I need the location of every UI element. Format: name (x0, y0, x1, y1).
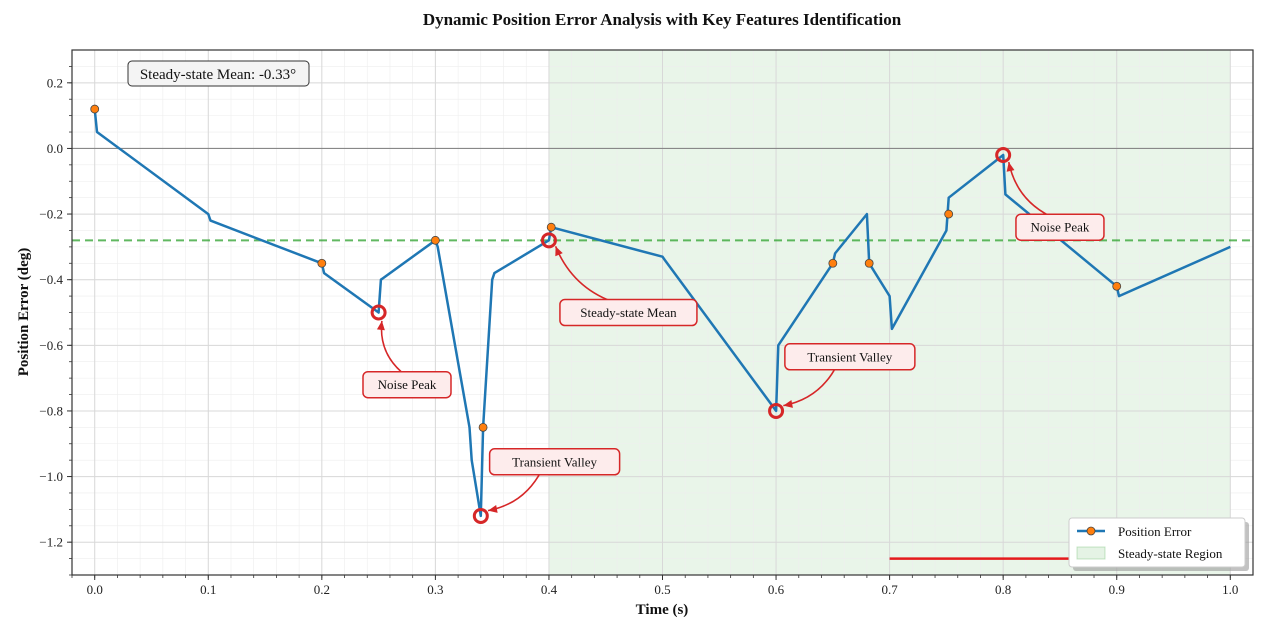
annotation-arrowhead (376, 320, 385, 331)
x-tick-label: 0.0 (87, 582, 103, 597)
legend-entry-steady-state: Steady-state Region (1118, 546, 1223, 561)
legend-entry-position-error: Position Error (1118, 524, 1192, 539)
data-point-marker (317, 258, 327, 268)
annotation: Steady-state Mean (540, 232, 698, 327)
annotation-label: Noise Peak (378, 377, 437, 392)
data-point-marker (478, 422, 488, 432)
y-axis-label: Position Error (deg) (16, 248, 32, 377)
x-tick-label: 0.9 (1109, 582, 1125, 597)
annotation-arrowhead (783, 399, 793, 408)
y-tick-label: −0.8 (39, 403, 63, 418)
info-box-text: Steady-state Mean: -0.33° (140, 67, 296, 83)
annotation-arrowhead (555, 246, 563, 257)
annotation-label-box (488, 448, 621, 476)
y-tick-label: −0.6 (39, 338, 63, 353)
data-point-marker (90, 104, 100, 114)
data-point-marker (864, 258, 874, 268)
y-tick-label: −0.2 (39, 207, 63, 222)
legend: Position Error Steady-state Region (1068, 517, 1249, 571)
x-tick-label: 0.3 (427, 582, 443, 597)
annotation-label-box (362, 370, 452, 399)
annotation-highlight-circle (995, 147, 1012, 163)
annotation-label: Transient Valley (807, 349, 892, 364)
annotation-highlight-circle (768, 402, 785, 419)
annotation-arrowhead (1006, 162, 1015, 172)
annotation: Transient Valley (472, 448, 621, 524)
y-tick-label: 0.2 (47, 75, 63, 90)
annotation: Noise Peak (362, 304, 452, 399)
annotation-label: Steady-state Mean (580, 305, 677, 320)
data-point-marker (1112, 281, 1122, 291)
annotation-label: Transient Valley (512, 454, 597, 469)
y-tick-label: −0.4 (39, 272, 63, 287)
steady-state-mean-info: Steady-state Mean: -0.33° (127, 60, 310, 87)
x-axis-label: Time (s) (636, 602, 689, 618)
x-tick-label: 1.0 (1222, 582, 1238, 597)
x-tick-label: 0.1 (200, 582, 216, 597)
y-tick-label: 0.0 (47, 141, 63, 156)
info-box (127, 60, 310, 87)
annotation-arrowhead (488, 504, 498, 513)
legend-marker-swatch (1086, 526, 1096, 536)
annotation-label: Noise Peak (1031, 220, 1090, 235)
plot-area: Noise Peak Transient Valley Steady-state M… (39, 49, 1254, 597)
x-tick-label: 0.5 (654, 582, 670, 597)
x-tick-label: 0.6 (768, 582, 785, 597)
x-tick-label: 0.2 (314, 582, 330, 597)
annotation-label-box (784, 343, 916, 371)
annotation-label-box (1015, 213, 1105, 241)
annotation-highlight-circle (540, 232, 557, 249)
annotation-highlight-circle (472, 507, 489, 524)
legend-box (1068, 517, 1246, 568)
data-point-marker (944, 209, 954, 219)
annotation-label-box (559, 298, 698, 327)
data-point-marker (546, 222, 556, 232)
annotation-highlight-circle (370, 304, 387, 321)
annotation: Transient Valley (768, 343, 916, 419)
legend-region-swatch (1076, 546, 1106, 560)
x-tick-label: 0.7 (881, 582, 898, 597)
y-tick-label: −1.0 (39, 469, 63, 484)
data-point-marker (828, 258, 838, 268)
data-point-marker (430, 235, 440, 245)
annotation: Noise Peak (995, 147, 1105, 241)
x-tick-label: 0.8 (995, 582, 1011, 597)
x-tick-label: 0.4 (541, 582, 558, 597)
chart-title: Dynamic Position Error Analysis with Key… (423, 10, 902, 29)
y-tick-label: −1.2 (39, 535, 63, 550)
